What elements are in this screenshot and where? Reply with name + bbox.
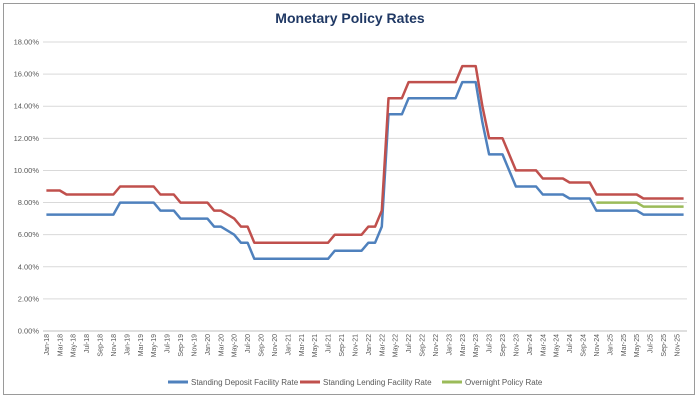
x-tick-label: Mar-21 xyxy=(299,334,306,356)
x-tick-label: May-23 xyxy=(473,334,480,357)
x-tick-label: Sep-18 xyxy=(98,334,105,357)
x-tick-label: Jan-25 xyxy=(607,334,614,356)
y-tick-label: 0.00% xyxy=(18,327,40,336)
x-tick-label: Nov-22 xyxy=(433,334,440,357)
x-tick-label: May-20 xyxy=(232,334,239,357)
x-tick-label: Jan-23 xyxy=(446,334,453,356)
x-tick-label: Jan-22 xyxy=(366,334,373,356)
series-line-2 xyxy=(46,64,684,244)
x-tick-label: Jan-20 xyxy=(205,334,212,356)
series-line-3 xyxy=(596,201,684,208)
x-tick-label: Nov-21 xyxy=(352,334,359,357)
x-tick-label: Nov-20 xyxy=(272,334,279,357)
x-tick-label: May-22 xyxy=(393,334,400,357)
x-tick-label: Nov-23 xyxy=(513,334,520,357)
y-tick-label: 16.00% xyxy=(14,70,40,79)
x-tick-label: Nov-18 xyxy=(111,334,118,357)
x-axis-ticks: Jan-18 Mar-18 May-18 Jul-18 Sep-18 Nov-18 Jan-… xyxy=(44,334,682,357)
x-tick-label: Mar-22 xyxy=(379,334,386,356)
x-tick-label: Mar-24 xyxy=(540,334,547,356)
legend-label: Overnight Policy Rate xyxy=(465,378,543,387)
x-tick-label: Sep-19 xyxy=(178,334,185,357)
x-tick-label: May-18 xyxy=(71,334,78,357)
x-tick-label: Jul-24 xyxy=(567,334,574,353)
x-tick-label: Jul-18 xyxy=(84,334,91,353)
x-tick-label: Sep-23 xyxy=(500,334,507,357)
x-tick-label: Jul-25 xyxy=(648,334,655,353)
x-tick-label: May-21 xyxy=(312,334,319,357)
x-tick-label: Sep-24 xyxy=(581,334,588,357)
legend-label: Standing Lending Facility Rate xyxy=(323,378,432,387)
x-tick-label: Mar-20 xyxy=(218,334,225,356)
y-tick-label: 14.00% xyxy=(14,102,40,111)
y-tick-label: 18.00% xyxy=(14,38,40,47)
y-axis-ticks: 0.00% 2.00% 4.00% 6.00% 8.00% 10.00% 12.00% 14.… xyxy=(14,38,40,336)
y-tick-label: 8.00% xyxy=(18,198,40,207)
x-tick-label: Sep-22 xyxy=(420,334,427,357)
series-line-1 xyxy=(46,80,684,261)
x-tick-label: Jul-23 xyxy=(487,334,494,353)
x-tick-label: Nov-25 xyxy=(674,334,681,357)
x-tick-label: Nov-19 xyxy=(191,334,198,357)
x-tick-label: Mar-18 xyxy=(57,334,64,356)
x-tick-label: Jul-21 xyxy=(326,334,333,353)
x-tick-label: Sep-21 xyxy=(339,334,346,357)
x-tick-label: Jul-22 xyxy=(406,334,413,353)
y-tick-label: 6.00% xyxy=(18,230,40,239)
x-tick-label: Jan-18 xyxy=(44,334,51,356)
x-tick-label: Mar-19 xyxy=(138,334,145,356)
x-tick-label: Nov-24 xyxy=(594,334,601,357)
x-tick-label: May-19 xyxy=(151,334,158,357)
y-tick-label: 2.00% xyxy=(18,294,40,303)
x-tick-label: Mar-23 xyxy=(460,334,467,356)
x-tick-label: Sep-25 xyxy=(661,334,668,357)
x-tick-label: Mar-25 xyxy=(621,334,628,356)
x-tick-label: Sep-20 xyxy=(259,334,266,357)
y-tick-label: 4.00% xyxy=(18,262,40,271)
x-tick-label: Jan-24 xyxy=(527,334,534,356)
x-tick-label: Jul-20 xyxy=(245,334,252,353)
x-tick-label: Jan-21 xyxy=(285,334,292,356)
x-tick-label: May-24 xyxy=(554,334,561,357)
chart-title: Monetary Policy Rates xyxy=(275,10,425,26)
x-tick-label: Jul-19 xyxy=(165,334,172,353)
legend: Standing Deposit Facility Rate Standing L… xyxy=(168,378,543,387)
x-tick-label: Jan-19 xyxy=(124,334,131,356)
y-tick-label: 12.00% xyxy=(14,134,40,143)
y-tick-label: 10.00% xyxy=(14,166,40,175)
legend-label: Standing Deposit Facility Rate xyxy=(191,378,299,387)
series-lines xyxy=(46,64,684,261)
x-tick-label: May-25 xyxy=(634,334,641,357)
